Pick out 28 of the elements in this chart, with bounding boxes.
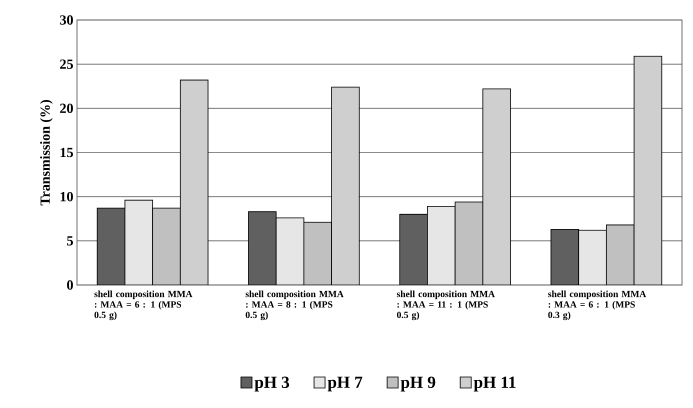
- y-tick-label: 0: [67, 280, 73, 290]
- legend-label: pH 7: [328, 376, 362, 392]
- bar: [427, 206, 456, 285]
- bar: [152, 208, 181, 285]
- y-tick-label: 25: [60, 59, 73, 69]
- y-tick-label: 15: [60, 148, 73, 158]
- y-axis-title: Transmission (%): [40, 100, 53, 206]
- bar: [331, 86, 360, 285]
- legend-label: pH 3: [254, 376, 290, 392]
- y-tick-label: 30: [60, 15, 73, 25]
- x-tick-label: shell composition MMA : MAA = 11 : 1 (MPS 0.5 g): [396, 290, 495, 320]
- bar: [482, 88, 511, 285]
- y-tick-label: 20: [60, 104, 73, 114]
- bar: [303, 222, 332, 285]
- bar: [180, 80, 208, 285]
- bar: [606, 224, 634, 285]
- x-tick-label: shell composition MMA : MAA = 6 : 1 (MPS 0.5 g): [94, 290, 192, 320]
- x-tick-label: shell composition MMA : MAA = 6 : 1 (MPS 0.3 g): [548, 290, 646, 320]
- bar: [578, 230, 607, 285]
- y-tick-label: 5: [67, 236, 73, 246]
- legend-label: pH 11: [474, 376, 516, 392]
- legend-label: pH 9: [400, 376, 436, 392]
- bar: [124, 200, 154, 285]
- bar: [634, 56, 662, 285]
- x-tick-label: shell composition MMA : MAA = 8 : 1 (MPS 0.5 g): [246, 290, 344, 320]
- bar: [455, 202, 483, 285]
- y-tick-label: 10: [60, 192, 73, 202]
- bar: [276, 217, 304, 285]
